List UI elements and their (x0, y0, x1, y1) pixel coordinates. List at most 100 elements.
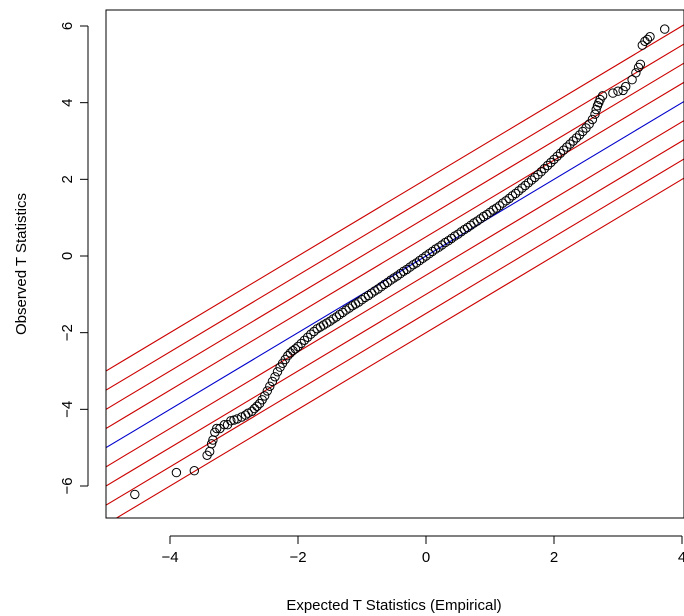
data-point (571, 133, 582, 143)
data-point (466, 220, 476, 231)
data-point (334, 309, 345, 320)
data-point (260, 391, 270, 401)
data-point (290, 344, 301, 354)
data-point (299, 335, 310, 345)
data-point (482, 209, 492, 220)
data-point (363, 290, 374, 301)
data-point (558, 145, 569, 155)
plot-frame (105, 9, 684, 519)
data-points (130, 24, 670, 500)
x-axis: −4 −2 0 2 4 (161, 535, 684, 566)
data-point (523, 178, 534, 188)
data-point (379, 279, 390, 290)
data-point (501, 196, 511, 206)
data-point (462, 222, 473, 233)
data-point (357, 295, 367, 305)
data-point (402, 264, 412, 275)
data-point (530, 172, 540, 183)
data-point (645, 32, 655, 42)
data-point (485, 207, 495, 218)
data-point (328, 314, 338, 324)
data-point (288, 346, 298, 356)
data-point (514, 186, 524, 196)
y-tick-label: −6 (59, 477, 76, 494)
data-point (590, 109, 600, 119)
data-point (565, 139, 575, 149)
delta-line-5 (106, 139, 684, 487)
y-tick-label: −2 (59, 324, 76, 341)
data-point (427, 246, 438, 257)
data-point (562, 142, 572, 152)
data-point (354, 297, 364, 307)
data-point (272, 367, 283, 377)
data-point (171, 467, 182, 478)
data-point (621, 81, 631, 92)
data-point (613, 86, 623, 96)
delta-line-6 (106, 158, 684, 506)
data-point (587, 114, 598, 125)
data-point (633, 62, 644, 73)
data-point (539, 163, 550, 174)
data-point (597, 91, 608, 101)
x-tick-label: 0 (422, 549, 430, 566)
data-point (549, 154, 559, 165)
data-point (232, 414, 242, 424)
data-point (504, 193, 514, 204)
data-point (252, 401, 262, 411)
delta-line-3 (106, 81, 684, 430)
data-point (491, 203, 502, 213)
data-point (533, 170, 543, 180)
data-point (247, 406, 257, 416)
data-point (270, 372, 280, 382)
data-point (574, 130, 585, 140)
reference-lines (106, 24, 684, 518)
data-point (453, 229, 463, 239)
x-tick-label: 2 (550, 549, 558, 566)
data-point (660, 24, 670, 34)
data-point (434, 242, 444, 252)
data-point (389, 273, 399, 283)
delta-line-0 (106, 24, 684, 372)
data-point (418, 253, 428, 263)
data-point (262, 386, 272, 396)
data-point (341, 305, 351, 315)
data-point (302, 332, 313, 342)
y-tick-label: 4 (59, 98, 76, 106)
y-tick-label: 2 (59, 175, 76, 183)
data-point (443, 236, 454, 246)
data-point (411, 258, 422, 268)
data-point (510, 188, 521, 199)
data-point (536, 167, 546, 177)
delta-line-4 (106, 119, 684, 468)
data-point (376, 282, 386, 292)
data-point (265, 381, 275, 391)
x-tick-label: −4 (161, 549, 178, 566)
delta-line-7 (115, 177, 684, 518)
data-point (517, 183, 527, 193)
data-point (293, 341, 303, 352)
y-axis-label: Observed T Statistics (13, 193, 30, 335)
data-point (249, 403, 260, 414)
data-point (331, 312, 342, 322)
data-point (507, 191, 518, 201)
data-point (591, 104, 601, 115)
data-point (459, 224, 470, 235)
data-point (475, 214, 486, 224)
data-point (472, 216, 482, 226)
data-point (631, 68, 641, 78)
data-point (635, 59, 646, 70)
data-point (309, 326, 319, 337)
data-point (130, 489, 140, 500)
data-point (344, 303, 354, 313)
data-point (267, 376, 278, 387)
data-point (642, 34, 653, 45)
data-point (526, 175, 537, 185)
data-point (212, 423, 222, 434)
data-point (555, 148, 566, 159)
data-point (382, 277, 393, 288)
data-point (296, 338, 306, 349)
data-point (306, 329, 316, 339)
y-axis: −6 −4 −2 0 2 4 6 (59, 22, 89, 495)
data-point (456, 227, 466, 237)
